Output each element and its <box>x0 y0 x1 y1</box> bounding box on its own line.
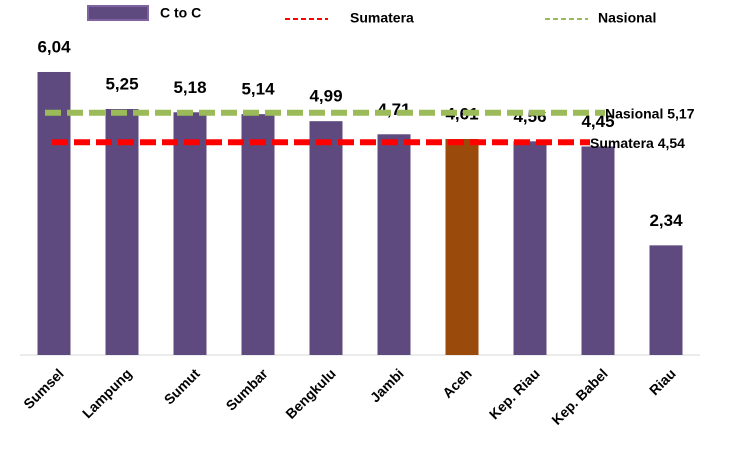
bar <box>445 138 479 355</box>
bar <box>581 146 615 355</box>
legend-label: Sumatera <box>350 10 414 26</box>
bar <box>649 245 683 355</box>
x-tick-label: Kep. Babel <box>548 365 610 427</box>
value-label: 2,34 <box>649 211 683 230</box>
bar <box>105 109 139 355</box>
x-tick-label: Aceh <box>439 365 475 401</box>
bar <box>309 121 343 355</box>
value-label: 5,18 <box>173 78 206 97</box>
bar <box>37 71 71 356</box>
bar <box>173 112 207 355</box>
value-label: 4,71 <box>377 100 410 119</box>
x-tick-label: Sumbar <box>223 365 272 414</box>
x-tick-label: Jambi <box>367 365 407 405</box>
value-label: 4,45 <box>581 112 614 131</box>
value-label: 5,25 <box>105 74 138 93</box>
value-label: 4,61 <box>445 104 478 123</box>
value-label: 6,04 <box>37 37 71 56</box>
x-tick-label: Sumut <box>161 365 203 407</box>
bar <box>513 141 547 355</box>
value-label: 4,99 <box>309 87 342 106</box>
x-tick-label: Riau <box>646 365 679 398</box>
reference-label: Sumatera 4,54 <box>590 135 685 151</box>
bar <box>241 114 275 355</box>
value-label: 4,56 <box>513 107 546 126</box>
x-tick-label: Kep. Riau <box>486 365 543 422</box>
x-tick-label: Bengkulu <box>282 365 338 421</box>
bar <box>377 134 411 355</box>
legend-swatch <box>87 5 149 21</box>
x-tick-label: Lampung <box>79 365 135 421</box>
reference-label: Nasional 5,17 <box>605 105 695 121</box>
legend-label: Nasional <box>598 10 656 26</box>
value-label: 5,14 <box>241 80 275 99</box>
x-tick-label: Sumsel <box>20 365 67 412</box>
legend-label: C to C <box>160 5 201 21</box>
